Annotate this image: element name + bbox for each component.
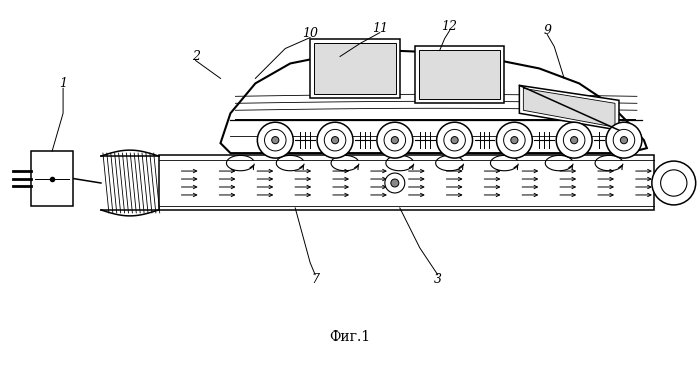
Circle shape [264, 130, 286, 151]
Bar [310, 39, 400, 98]
Bar [31, 151, 73, 206]
Circle shape [437, 122, 473, 158]
Bar [415, 46, 505, 103]
Polygon shape [524, 88, 615, 127]
Text: 9: 9 [543, 24, 552, 37]
Circle shape [451, 137, 458, 144]
Polygon shape [220, 50, 647, 153]
Text: 12: 12 [442, 20, 458, 33]
Circle shape [652, 161, 696, 205]
FancyBboxPatch shape [159, 155, 654, 210]
Circle shape [556, 122, 592, 158]
Circle shape [511, 137, 518, 144]
Circle shape [377, 122, 413, 158]
Text: 11: 11 [372, 22, 388, 35]
Text: 3: 3 [433, 273, 442, 286]
Circle shape [444, 130, 466, 151]
Circle shape [570, 137, 578, 144]
Circle shape [606, 122, 642, 158]
Circle shape [272, 137, 279, 144]
Circle shape [391, 179, 399, 187]
Circle shape [331, 137, 338, 144]
Polygon shape [519, 85, 619, 130]
Circle shape [391, 137, 398, 144]
Bar [314, 43, 396, 94]
Text: Фиг.1: Фиг.1 [329, 330, 370, 344]
Circle shape [661, 170, 687, 196]
Circle shape [317, 122, 353, 158]
Circle shape [257, 122, 293, 158]
Text: 1: 1 [59, 77, 67, 90]
Circle shape [563, 130, 585, 151]
Circle shape [503, 130, 525, 151]
Circle shape [496, 122, 533, 158]
Text: 2: 2 [192, 50, 200, 63]
Text: 7: 7 [311, 273, 319, 286]
Circle shape [621, 137, 628, 144]
Circle shape [384, 130, 405, 151]
Bar [419, 50, 500, 99]
Circle shape [324, 130, 346, 151]
Circle shape [613, 130, 635, 151]
Text: 10: 10 [302, 27, 318, 40]
Circle shape [385, 173, 405, 193]
